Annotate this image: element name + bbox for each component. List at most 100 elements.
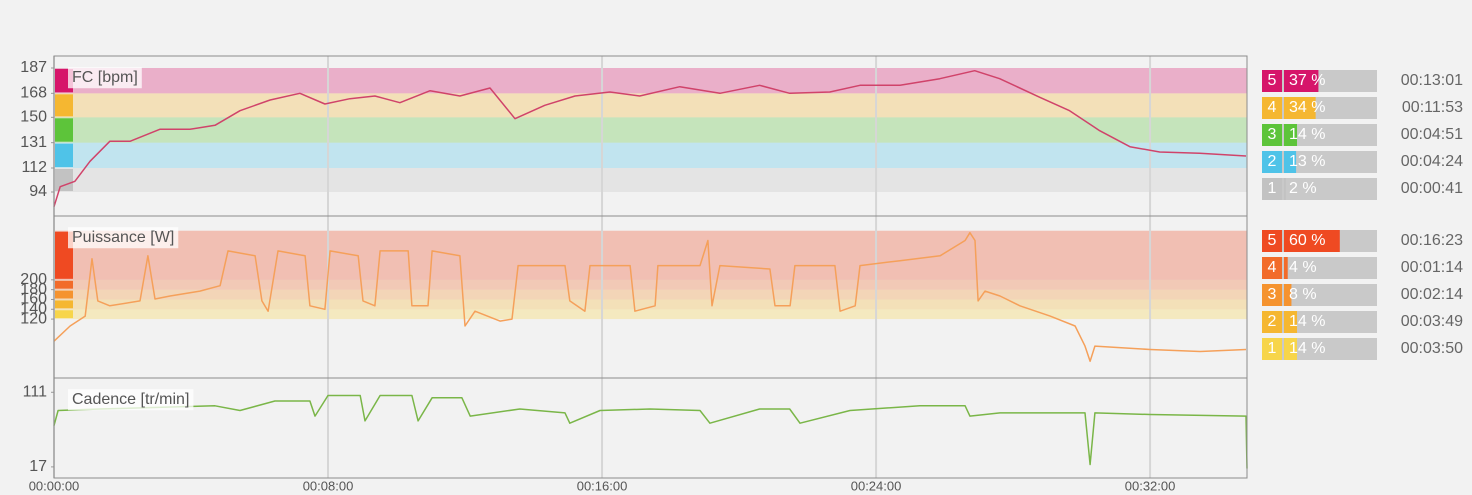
zone-number-box — [1262, 284, 1282, 306]
zone-band — [54, 299, 1247, 310]
zone-number-box — [1262, 230, 1282, 252]
zone-duration: 00:04:51 — [1401, 126, 1463, 143]
data-line — [53, 231, 1247, 363]
zone-duration: 00:13:01 — [1401, 72, 1463, 89]
zone-duration: 00:00:41 — [1401, 180, 1463, 197]
panel-title-bg — [68, 67, 142, 89]
zone-marker — [55, 169, 73, 191]
panel-title-bg — [68, 389, 194, 411]
zone-percent: 34 % — [1289, 99, 1325, 116]
zone-percent-bar — [1284, 311, 1298, 333]
data-line — [53, 69, 1247, 207]
plot-area — [54, 216, 1247, 378]
zone-number: 3 — [1268, 126, 1277, 143]
zone-marker — [55, 310, 73, 319]
x-tick-label: 00:16:00 — [577, 478, 628, 493]
zone-percent: 2 % — [1289, 180, 1317, 197]
zone-percent: 13 % — [1289, 153, 1325, 170]
zone-number-box — [1262, 178, 1282, 200]
zone-number-box — [1262, 70, 1282, 92]
zone-percent-bar — [1284, 151, 1297, 173]
zone-percent: 60 % — [1289, 232, 1325, 249]
zone-band — [54, 142, 1247, 168]
zone-number-box — [1262, 151, 1282, 173]
zone-band — [54, 117, 1247, 143]
zone-band — [54, 68, 1247, 94]
y-tick-label: 200 — [20, 271, 47, 288]
data-line — [53, 394, 1248, 469]
zone-band — [54, 279, 1247, 290]
zone-percent-bar — [1284, 257, 1288, 279]
zone-duration: 00:16:23 — [1401, 232, 1463, 249]
zone-percent-bar — [1284, 124, 1298, 146]
zone-track — [1262, 257, 1377, 279]
zone-marker — [55, 118, 73, 142]
y-tick-label: 131 — [20, 134, 47, 151]
zone-marker — [55, 290, 73, 299]
zone-marker — [55, 280, 73, 289]
panel-title: Puissance [W] — [72, 229, 174, 246]
zone-percent: 14 % — [1289, 313, 1325, 330]
y-tick-label: 111 — [23, 384, 47, 401]
panel-title-group: Puissance [W] — [68, 227, 179, 249]
zone-number: 4 — [1268, 259, 1277, 276]
zone-duration: 00:03:49 — [1401, 313, 1463, 330]
y-tick-label: 112 — [21, 159, 47, 176]
zone-duration: 00:01:14 — [1401, 259, 1463, 276]
zone-duration: 00:03:50 — [1401, 340, 1463, 357]
zone-number: 5 — [1268, 232, 1277, 249]
zone-percent: 14 % — [1289, 126, 1325, 143]
panel-title-bg — [68, 227, 179, 249]
zone-number-box — [1262, 97, 1282, 119]
zone-duration: 00:02:14 — [1401, 286, 1463, 303]
zone-percent-bar — [1284, 284, 1292, 306]
zone-percent: 8 % — [1289, 286, 1317, 303]
zone-band — [54, 309, 1247, 320]
zone-number-box — [1262, 257, 1282, 279]
zone-number: 5 — [1268, 72, 1277, 89]
x-tick-label: 00:08:00 — [303, 478, 354, 493]
y-tick-label: 160 — [20, 291, 47, 308]
zone-marker — [55, 300, 73, 309]
panel-title-group: FC [bpm] — [68, 67, 142, 89]
y-tick-label: 140 — [20, 300, 47, 317]
zone-marker — [55, 94, 73, 117]
plot-area — [54, 378, 1247, 478]
zone-number: 2 — [1268, 153, 1277, 170]
y-tick-label: 168 — [20, 85, 47, 102]
x-tick-label: 00:32:00 — [1125, 478, 1176, 493]
zone-band — [54, 93, 1247, 118]
plot-area — [54, 56, 1247, 216]
zone-number-box — [1262, 124, 1282, 146]
y-tick-label: 120 — [20, 310, 47, 327]
x-tick-label: 00:24:00 — [851, 478, 902, 493]
panel-border — [53, 377, 1248, 479]
zone-band — [54, 230, 1247, 280]
zone-marker — [55, 143, 73, 167]
y-tick-label: 17 — [29, 458, 47, 475]
y-tick-label: 94 — [29, 183, 47, 200]
x-tick-label: 00:00:00 — [29, 478, 80, 493]
zone-track — [1262, 178, 1377, 200]
zone-number: 3 — [1268, 286, 1277, 303]
zone-percent: 4 % — [1289, 259, 1317, 276]
zone-percent-bar — [1284, 230, 1340, 252]
zone-percent-bar — [1284, 178, 1286, 200]
panel-title: FC [bpm] — [72, 69, 138, 86]
zone-number: 2 — [1268, 313, 1277, 330]
zone-percent: 14 % — [1289, 340, 1325, 357]
zone-number-box — [1262, 338, 1282, 360]
zone-number: 4 — [1268, 99, 1277, 116]
zone-duration: 00:04:24 — [1401, 153, 1463, 170]
zone-band — [54, 289, 1247, 300]
zone-number: 1 — [1268, 180, 1277, 197]
y-tick-label: 150 — [20, 109, 47, 126]
y-tick-label: 180 — [20, 281, 47, 298]
zone-number-box — [1262, 311, 1282, 333]
zone-number: 1 — [1268, 340, 1277, 357]
zone-percent-bar — [1284, 97, 1316, 119]
panel-title-group: Cadence [tr/min] — [68, 389, 194, 411]
zone-band — [54, 168, 1247, 192]
